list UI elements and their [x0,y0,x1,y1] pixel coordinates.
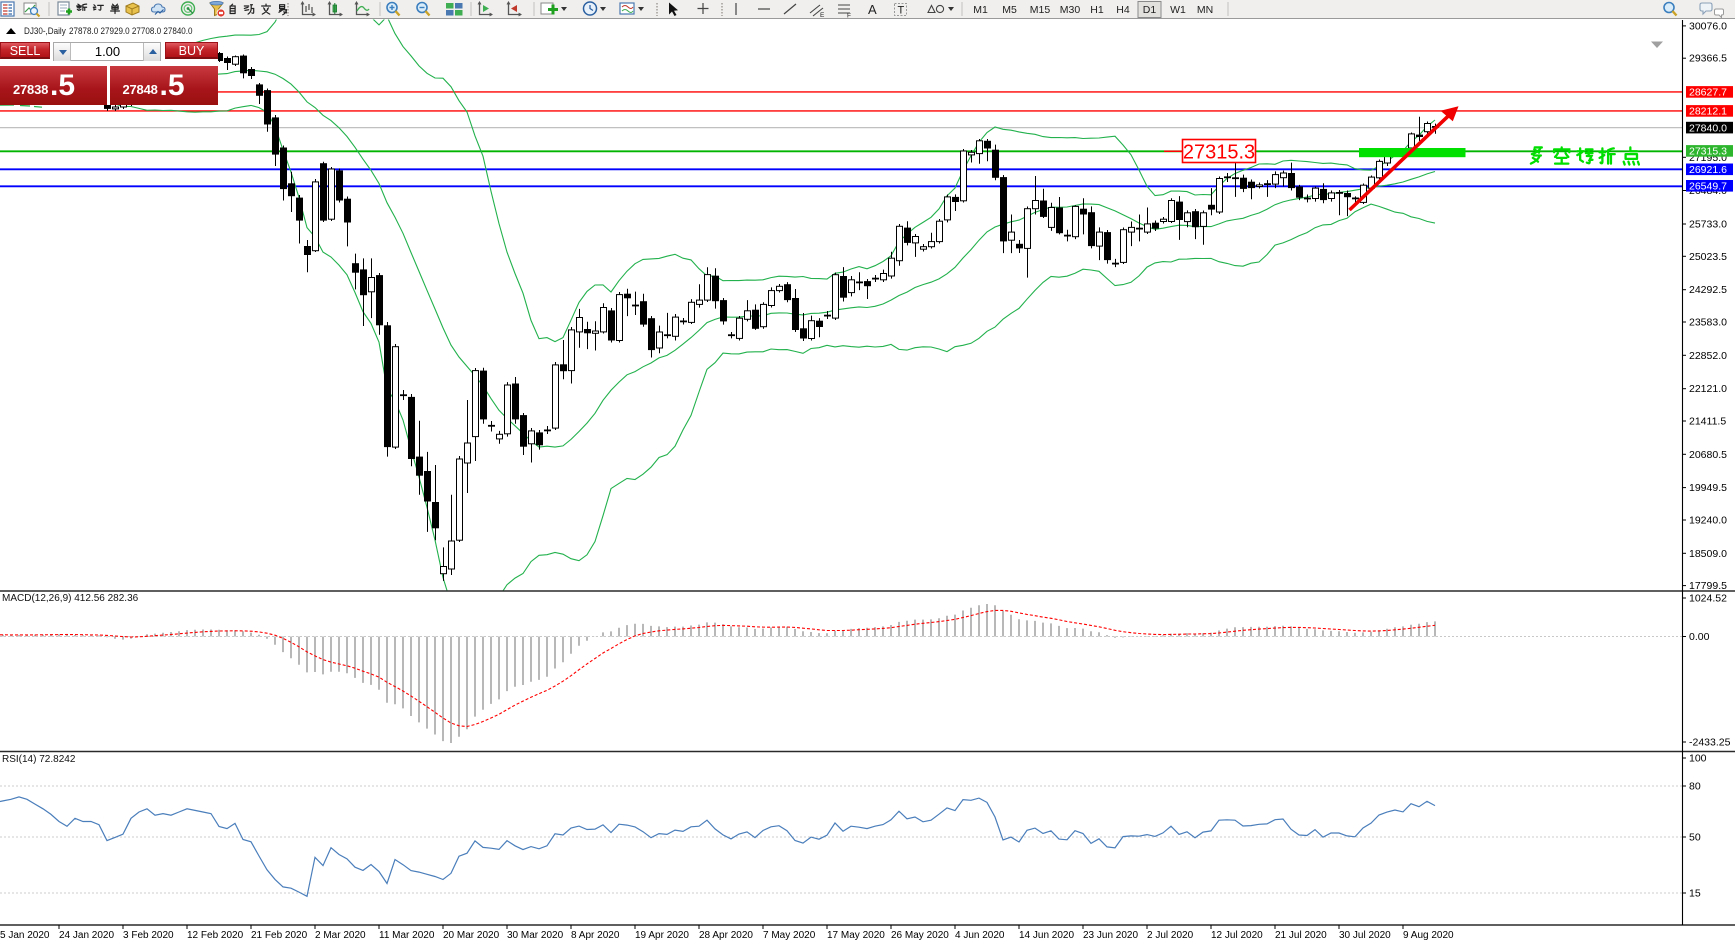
svg-text:1024.52: 1024.52 [1689,593,1727,605]
svg-text:28 Apr 2020: 28 Apr 2020 [699,930,753,941]
svg-text:F: F [847,13,851,20]
svg-text:15: 15 [1689,888,1701,900]
svg-text:M15: M15 [1030,4,1051,16]
svg-text:H1: H1 [1090,4,1104,16]
svg-text:24 Jan 2020: 24 Jan 2020 [59,930,114,941]
svg-text:24292.5: 24292.5 [1689,284,1727,296]
svg-text:17 May 2020: 17 May 2020 [827,930,885,941]
svg-text:27315.3: 27315.3 [1689,146,1727,158]
svg-text:27315.3: 27315.3 [1183,142,1255,164]
svg-text:MN: MN [1197,4,1213,16]
svg-text:29366.5: 29366.5 [1689,53,1727,65]
svg-text:80: 80 [1689,781,1701,793]
svg-text:4 Jun 2020: 4 Jun 2020 [955,930,1005,941]
svg-text:T: T [898,5,905,17]
svg-text:25023.5: 25023.5 [1689,251,1727,263]
svg-text:100: 100 [1689,753,1707,765]
svg-text:RSI(14) 72.8242: RSI(14) 72.8242 [2,754,76,765]
svg-text:0.00: 0.00 [1689,631,1710,643]
svg-text:26 May 2020: 26 May 2020 [891,930,949,941]
svg-text:28627.7: 28627.7 [1689,87,1727,99]
svg-text:22852.0: 22852.0 [1689,350,1727,362]
svg-text:18509.0: 18509.0 [1689,548,1727,560]
svg-text:11 Mar 2020: 11 Mar 2020 [379,930,435,941]
svg-text:20680.5: 20680.5 [1689,449,1727,461]
svg-text:2 Mar 2020: 2 Mar 2020 [315,930,366,941]
svg-text:12 Jul 2020: 12 Jul 2020 [1211,930,1263,941]
svg-text:19 Apr 2020: 19 Apr 2020 [635,930,689,941]
svg-text:23583.0: 23583.0 [1689,317,1727,329]
svg-text:25733.0: 25733.0 [1689,219,1727,231]
svg-text:D1: D1 [1143,4,1157,16]
svg-text:12 Feb 2020: 12 Feb 2020 [187,930,244,941]
svg-text:3 Feb 2020: 3 Feb 2020 [123,930,174,941]
svg-text:A: A [868,2,877,17]
svg-text:26549.7: 26549.7 [1689,181,1727,193]
svg-text:21 Jul 2020: 21 Jul 2020 [1275,930,1327,941]
svg-text:26921.6: 26921.6 [1689,164,1727,176]
svg-text:23 Jun 2020: 23 Jun 2020 [1083,930,1138,941]
svg-text:E: E [820,12,825,19]
svg-text:2 Jul 2020: 2 Jul 2020 [1147,930,1194,941]
svg-text:21411.5: 21411.5 [1689,416,1726,428]
svg-text:9 Aug 2020: 9 Aug 2020 [1403,930,1454,941]
svg-text:M5: M5 [1002,4,1017,16]
svg-text:22121.0: 22121.0 [1689,383,1727,395]
svg-text:14 Jun 2020: 14 Jun 2020 [1019,930,1074,941]
svg-text:MACD(12,26,9) 412.56 282.36: MACD(12,26,9) 412.56 282.36 [2,593,139,604]
svg-text:5 Jan 2020: 5 Jan 2020 [0,930,50,941]
svg-text:28212.1: 28212.1 [1689,106,1727,118]
svg-text:M1: M1 [973,4,988,16]
svg-text:21 Feb 2020: 21 Feb 2020 [251,930,308,941]
svg-text:17799.5: 17799.5 [1689,580,1727,592]
svg-text:20 Mar 2020: 20 Mar 2020 [443,930,500,941]
svg-text:W1: W1 [1170,4,1186,16]
svg-text:27840.0: 27840.0 [1689,122,1727,134]
svg-text:50: 50 [1689,832,1701,844]
svg-text:8 Apr 2020: 8 Apr 2020 [571,930,620,941]
svg-text:19240.0: 19240.0 [1689,515,1727,527]
svg-text:30 Mar 2020: 30 Mar 2020 [507,930,564,941]
svg-text:30076.0: 30076.0 [1689,20,1727,32]
svg-text:30 Jul 2020: 30 Jul 2020 [1339,930,1391,941]
svg-text:H4: H4 [1116,4,1130,16]
svg-text:M30: M30 [1060,4,1081,16]
svg-text:7 May 2020: 7 May 2020 [763,930,816,941]
svg-text:-2433.25: -2433.25 [1689,737,1731,749]
svg-text:19949.5: 19949.5 [1689,482,1727,494]
